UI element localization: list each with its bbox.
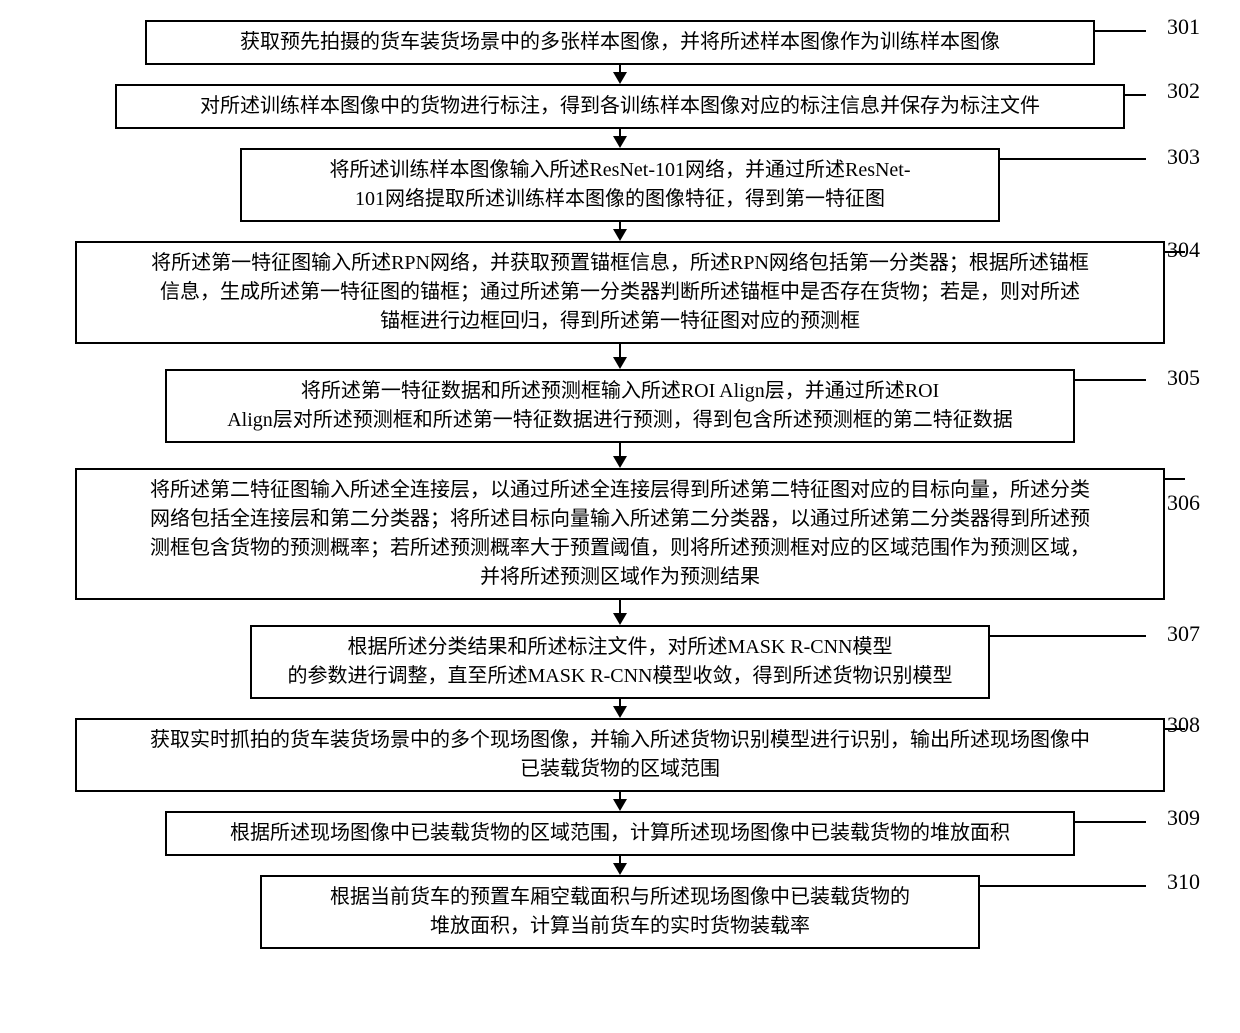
step-box: 根据当前货车的预置车厢空载面积与所述现场图像中已装载货物的堆放面积，计算当前货车… [260, 875, 980, 949]
step-box: 获取实时抓拍的货车装货场景中的多个现场图像，并输入所述货物识别模型进行识别，输出… [75, 718, 1165, 792]
arrow-down [30, 129, 1210, 148]
step-text-line: 将所述第一特征数据和所述预测框输入所述ROI Align层，并通过所述ROI [181, 377, 1059, 406]
step-box: 将所述第一特征数据和所述预测框输入所述ROI Align层，并通过所述ROIAl… [165, 369, 1075, 443]
arrow-head-icon [613, 72, 627, 84]
arrow-head-icon [613, 799, 627, 811]
arrow-head-icon [613, 863, 627, 875]
step-text-line: 测框包含货物的预测概率；若所述预测概率大于预置阈值，则将所述预测框对应的区域范围… [91, 534, 1149, 563]
step-text-line: 获取实时抓拍的货车装货场景中的多个现场图像，并输入所述货物识别模型进行识别，输出… [91, 726, 1149, 755]
step-box: 根据所述现场图像中已装载货物的区域范围，计算所述现场图像中已装载货物的堆放面积 [165, 811, 1075, 856]
lead-line [1125, 94, 1146, 96]
arrow-down [30, 222, 1210, 241]
arrow-down [30, 699, 1210, 718]
step-301: 获取预先拍摄的货车装货场景中的多张样本图像，并将所述样本图像作为训练样本图像30… [30, 20, 1210, 65]
arrow-head-icon [613, 229, 627, 241]
arrow-head-icon [613, 357, 627, 369]
step-text-line: 网络包括全连接层和第二分类器；将所述目标向量输入所述第二分类器，以通过所述第二分… [91, 505, 1149, 534]
step-box: 将所述训练样本图像输入所述ResNet-101网络，并通过所述ResNet-10… [240, 148, 1000, 222]
step-label: 310 [1167, 869, 1200, 895]
step-text-line: 将所述第一特征图输入所述RPN网络，并获取预置锚框信息，所述RPN网络包括第一分… [91, 249, 1149, 278]
step-label: 302 [1167, 78, 1200, 104]
arrow-line [619, 443, 621, 457]
step-box: 获取预先拍摄的货车装货场景中的多张样本图像，并将所述样本图像作为训练样本图像 [145, 20, 1095, 65]
step-text-line: 根据所述现场图像中已装载货物的区域范围，计算所述现场图像中已装载货物的堆放面积 [181, 819, 1059, 848]
step-text-line: 101网络提取所述训练样本图像的图像特征，得到第一特征图 [256, 185, 984, 214]
arrow-down [30, 65, 1210, 84]
arrow-head-icon [613, 136, 627, 148]
arrow-line [619, 344, 621, 358]
arrow-line [619, 600, 621, 614]
step-307: 根据所述分类结果和所述标注文件，对所述MASK R-CNN模型的参数进行调整，直… [30, 625, 1210, 699]
lead-line [1075, 379, 1146, 381]
step-label: 304 [1167, 237, 1200, 263]
step-308: 获取实时抓拍的货车装货场景中的多个现场图像，并输入所述货物识别模型进行识别，输出… [30, 718, 1210, 792]
step-label: 305 [1167, 365, 1200, 391]
step-box: 根据所述分类结果和所述标注文件，对所述MASK R-CNN模型的参数进行调整，直… [250, 625, 990, 699]
step-text-line: 已装载货物的区域范围 [91, 755, 1149, 784]
step-text-line: 堆放面积，计算当前货车的实时货物装载率 [276, 912, 964, 941]
lead-line [980, 885, 1146, 887]
arrow-down [30, 856, 1210, 875]
step-text-line: 锚框进行边框回归，得到所述第一特征图对应的预测框 [91, 307, 1149, 336]
lead-line [1165, 478, 1185, 480]
step-label: 303 [1167, 144, 1200, 170]
lead-line [1075, 821, 1146, 823]
arrow-head-icon [613, 706, 627, 718]
step-label: 301 [1167, 14, 1200, 40]
step-306: 将所述第二特征图输入所述全连接层，以通过所述全连接层得到所述第二特征图对应的目标… [30, 468, 1210, 600]
arrow-down [30, 344, 1210, 369]
step-text-line: 的参数进行调整，直至所述MASK R-CNN模型收敛，得到所述货物识别模型 [266, 662, 974, 691]
lead-line [1095, 30, 1146, 32]
step-310: 根据当前货车的预置车厢空载面积与所述现场图像中已装载货物的堆放面积，计算当前货车… [30, 875, 1210, 949]
step-text-line: 根据所述分类结果和所述标注文件，对所述MASK R-CNN模型 [266, 633, 974, 662]
step-text-line: 对所述训练样本图像中的货物进行标注，得到各训练样本图像对应的标注信息并保存为标注… [131, 92, 1109, 121]
step-text-line: 信息，生成所述第一特征图的锚框；通过所述第一分类器判断所述锚框中是否存在货物；若… [91, 278, 1149, 307]
step-label: 306 [1167, 490, 1200, 516]
step-box: 对所述训练样本图像中的货物进行标注，得到各训练样本图像对应的标注信息并保存为标注… [115, 84, 1125, 129]
arrow-down [30, 792, 1210, 811]
step-label: 309 [1167, 805, 1200, 831]
arrow-head-icon [613, 613, 627, 625]
step-text-line: 获取预先拍摄的货车装货场景中的多张样本图像，并将所述样本图像作为训练样本图像 [161, 28, 1079, 57]
arrow-down [30, 443, 1210, 468]
flowchart-container: 获取预先拍摄的货车装货场景中的多张样本图像，并将所述样本图像作为训练样本图像 30… [30, 20, 1210, 949]
lead-line [1000, 158, 1146, 160]
lead-line [990, 635, 1146, 637]
step-302: 对所述训练样本图像中的货物进行标注，得到各训练样本图像对应的标注信息并保存为标注… [30, 84, 1210, 129]
step-text-line: Align层对所述预测框和所述第一特征数据进行预测，得到包含所述预测框的第二特征… [181, 406, 1059, 435]
step-label: 307 [1167, 621, 1200, 647]
step-box: 将所述第二特征图输入所述全连接层，以通过所述全连接层得到所述第二特征图对应的目标… [75, 468, 1165, 600]
step-303: 将所述训练样本图像输入所述ResNet-101网络，并通过所述ResNet-10… [30, 148, 1210, 222]
step-text-line: 将所述训练样本图像输入所述ResNet-101网络，并通过所述ResNet- [256, 156, 984, 185]
step-text-line: 将所述第二特征图输入所述全连接层，以通过所述全连接层得到所述第二特征图对应的目标… [91, 476, 1149, 505]
step-text-line: 并将所述预测区域作为预测结果 [91, 563, 1149, 592]
arrow-head-icon [613, 456, 627, 468]
step-box: 将所述第一特征图输入所述RPN网络，并获取预置锚框信息，所述RPN网络包括第一分… [75, 241, 1165, 344]
step-309: 根据所述现场图像中已装载货物的区域范围，计算所述现场图像中已装载货物的堆放面积3… [30, 811, 1210, 856]
step-text-line: 根据当前货车的预置车厢空载面积与所述现场图像中已装载货物的 [276, 883, 964, 912]
step-305: 将所述第一特征数据和所述预测框输入所述ROI Align层，并通过所述ROIAl… [30, 369, 1210, 443]
step-304: 将所述第一特征图输入所述RPN网络，并获取预置锚框信息，所述RPN网络包括第一分… [30, 241, 1210, 344]
arrow-down [30, 600, 1210, 625]
step-label: 308 [1167, 712, 1200, 738]
